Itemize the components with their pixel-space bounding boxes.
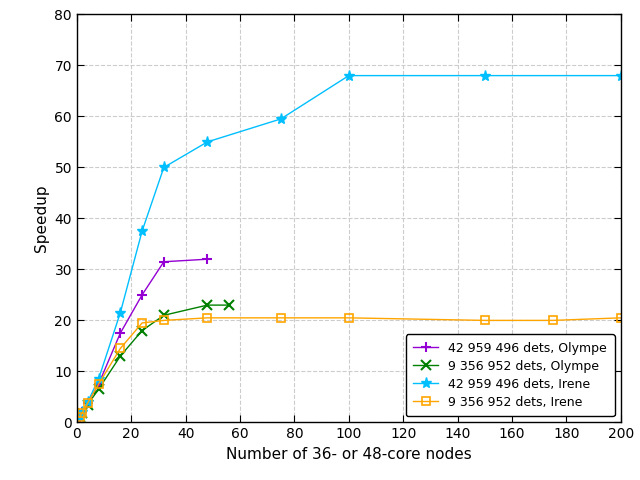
42 959 496 dets, Olympe [138, 292, 146, 298]
9 356 952 dets, Irene [481, 318, 489, 324]
9 356 952 dets, Irene [204, 315, 211, 321]
9 356 952 dets, Olympe [160, 312, 168, 318]
Line: 9 356 952 dets, Olympe: 9 356 952 dets, Olympe [75, 300, 234, 422]
9 356 952 dets, Irene [78, 410, 86, 416]
Y-axis label: Speedup: Speedup [34, 185, 49, 252]
Line: 9 356 952 dets, Irene: 9 356 952 dets, Irene [76, 314, 625, 421]
42 959 496 dets, Irene [617, 73, 625, 79]
42 959 496 dets, Irene [277, 116, 285, 122]
42 959 496 dets, Olympe [95, 381, 102, 387]
9 356 952 dets, Irene [345, 315, 353, 321]
42 959 496 dets, Irene [345, 73, 353, 79]
9 356 952 dets, Olympe [116, 353, 124, 359]
42 959 496 dets, Irene [76, 414, 83, 420]
9 356 952 dets, Olympe [84, 402, 92, 408]
9 356 952 dets, Irene [84, 400, 92, 406]
42 959 496 dets, Olympe [160, 259, 168, 264]
42 959 496 dets, Irene [204, 139, 211, 145]
9 356 952 dets, Olympe [225, 302, 233, 308]
42 959 496 dets, Irene [138, 228, 146, 234]
42 959 496 dets, Irene [116, 310, 124, 316]
42 959 496 dets, Olympe [204, 256, 211, 262]
42 959 496 dets, Irene [160, 165, 168, 170]
9 356 952 dets, Olympe [95, 386, 102, 392]
9 356 952 dets, Irene [76, 414, 83, 420]
9 356 952 dets, Irene [95, 381, 102, 387]
42 959 496 dets, Irene [84, 399, 92, 405]
42 959 496 dets, Irene [95, 376, 102, 382]
9 356 952 dets, Olympe [76, 414, 83, 420]
9 356 952 dets, Irene [138, 320, 146, 326]
X-axis label: Number of 36- or 48-core nodes: Number of 36- or 48-core nodes [226, 447, 472, 462]
42 959 496 dets, Irene [78, 409, 86, 415]
9 356 952 dets, Irene [160, 318, 168, 324]
42 959 496 dets, Olympe [78, 409, 86, 415]
9 356 952 dets, Irene [617, 315, 625, 321]
9 356 952 dets, Irene [277, 315, 285, 321]
9 356 952 dets, Olympe [138, 328, 146, 334]
42 959 496 dets, Olympe [84, 400, 92, 406]
Line: 42 959 496 dets, Olympe: 42 959 496 dets, Olympe [75, 254, 212, 422]
9 356 952 dets, Irene [549, 318, 557, 324]
Legend: 42 959 496 dets, Olympe, 9 356 952 dets, Olympe, 42 959 496 dets, Irene, 9 356 9: 42 959 496 dets, Olympe, 9 356 952 dets,… [406, 334, 614, 416]
Line: 42 959 496 dets, Irene: 42 959 496 dets, Irene [74, 70, 627, 423]
42 959 496 dets, Olympe [76, 414, 83, 420]
42 959 496 dets, Olympe [116, 330, 124, 336]
9 356 952 dets, Olympe [78, 410, 86, 416]
9 356 952 dets, Irene [116, 346, 124, 351]
42 959 496 dets, Irene [481, 73, 489, 79]
9 356 952 dets, Olympe [204, 302, 211, 308]
